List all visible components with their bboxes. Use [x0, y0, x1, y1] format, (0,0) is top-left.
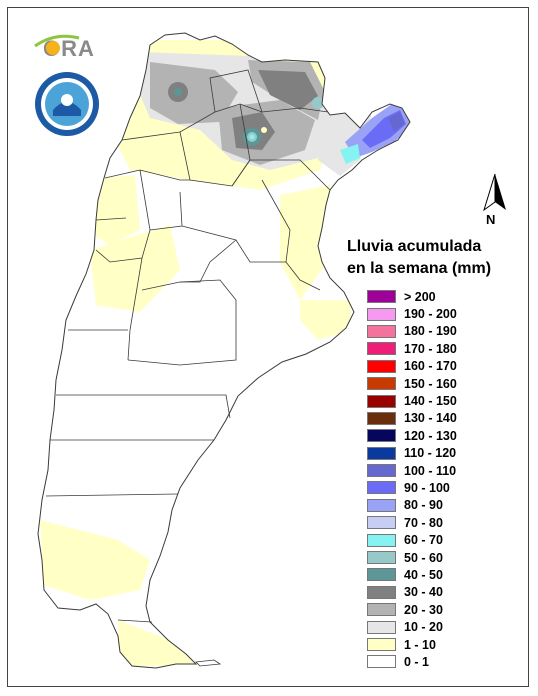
legend-item: 90 - 100: [367, 479, 507, 496]
province-borders: [37, 32, 411, 669]
legend-item: 0 - 1: [367, 653, 507, 670]
legend-swatch: [367, 290, 396, 304]
legend-swatch: [367, 516, 396, 530]
legend-swatch: [367, 394, 396, 408]
legend-item: 170 - 180: [367, 340, 507, 357]
legend-item: > 200: [367, 288, 507, 305]
legend-item: 20 - 30: [367, 601, 507, 618]
legend-swatch: [367, 551, 396, 565]
legend-item: 1 - 10: [367, 636, 507, 653]
legend-swatch: [367, 411, 396, 425]
legend-title-line1: Lluvia acumulada: [347, 238, 482, 255]
legend-item: 70 - 80: [367, 514, 507, 531]
legend-item: 180 - 190: [367, 323, 507, 340]
legend-label: 60 - 70: [404, 533, 443, 548]
legend-swatch: [367, 342, 396, 356]
legend-item: 100 - 110: [367, 462, 507, 479]
legend-label: 160 - 170: [404, 359, 457, 374]
legend-label: 70 - 80: [404, 515, 443, 530]
legend-title-line2: en la semana (mm): [347, 260, 492, 277]
legend-swatch: [367, 446, 396, 460]
legend-swatch: [367, 359, 396, 373]
legend-label: 180 - 190: [404, 324, 457, 339]
legend-label: 90 - 100: [404, 480, 450, 495]
legend-swatch: [367, 603, 396, 617]
legend-label: 80 - 90: [404, 498, 443, 513]
legend-swatch: [367, 307, 396, 321]
legend-item: 120 - 130: [367, 427, 507, 444]
legend-swatch: [367, 655, 396, 669]
legend-swatch: [367, 533, 396, 547]
ora-logo: ORA: [33, 30, 105, 61]
legend-swatch: [367, 620, 396, 634]
legend-title: Lluvia acumulada en la semana (mm): [347, 236, 527, 280]
legend-item: 30 - 40: [367, 584, 507, 601]
legend-label: 110 - 120: [404, 446, 457, 461]
legend-item: 140 - 150: [367, 392, 507, 409]
legend-label: 40 - 50: [404, 567, 443, 582]
legend-label: 10 - 20: [404, 620, 443, 635]
legend-label: 150 - 160: [404, 376, 457, 391]
legend-swatch: [367, 585, 396, 599]
legend-swatch: [367, 498, 396, 512]
legend-label: 50 - 60: [404, 550, 443, 565]
legend-swatch: [367, 481, 396, 495]
legend-item: 130 - 140: [367, 410, 507, 427]
legend-swatch: [367, 638, 396, 651]
legend-item: 10 - 20: [367, 618, 507, 635]
north-label: N: [486, 212, 496, 227]
legend-label: > 200: [404, 289, 436, 304]
legend-item: 160 - 170: [367, 358, 507, 375]
legend: > 200 190 - 200 180 - 190 170 - 180 160 - 17…: [367, 288, 507, 671]
smn-seal-logo: [33, 70, 101, 138]
north-arrow-icon: [483, 173, 506, 212]
legend-item: 150 - 160: [367, 375, 507, 392]
rainfall-shading: [40, 40, 410, 666]
legend-label: 100 - 110: [404, 463, 457, 478]
legend-swatch: [367, 429, 396, 443]
legend-label: 120 - 130: [404, 428, 457, 443]
legend-label: 190 - 200: [404, 307, 457, 322]
legend-label: 20 - 30: [404, 602, 443, 617]
legend-label: 1 - 10: [404, 637, 436, 652]
legend-item: 50 - 60: [367, 549, 507, 566]
legend-swatch: [367, 464, 396, 478]
legend-label: 30 - 40: [404, 585, 443, 600]
legend-swatch: [367, 324, 396, 338]
legend-item: 80 - 90: [367, 497, 507, 514]
island-detail: [195, 659, 222, 667]
legend-label: 0 - 1: [404, 654, 430, 669]
legend-item: 40 - 50: [367, 566, 507, 583]
legend-swatch: [367, 568, 396, 582]
legend-item: 60 - 70: [367, 531, 507, 548]
legend-item: 110 - 120: [367, 445, 507, 462]
legend-label: 130 - 140: [404, 411, 457, 426]
legend-item: 190 - 200: [367, 305, 507, 322]
legend-swatch: [367, 377, 396, 391]
legend-label: 140 - 150: [404, 394, 457, 409]
legend-label: 170 - 180: [404, 341, 457, 356]
